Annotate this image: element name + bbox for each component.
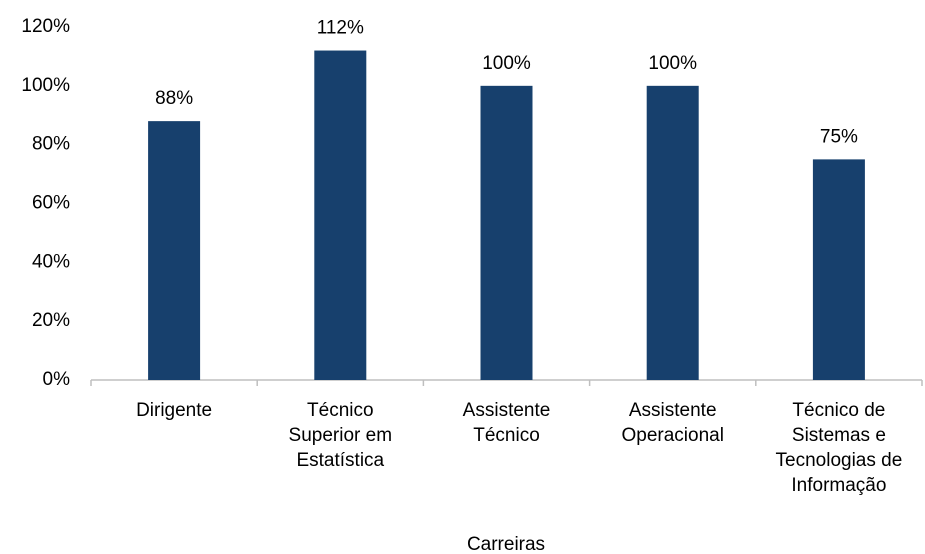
y-tick-label: 20% [32, 310, 70, 331]
bar [480, 85, 533, 380]
data-label: 112% [317, 18, 364, 39]
bar [812, 159, 865, 380]
x-tick-label: Assistente Operacional [621, 400, 723, 446]
data-label: 88% [155, 88, 193, 109]
data-label: 100% [648, 53, 697, 74]
x-axis-label: Carreiras [467, 534, 545, 554]
y-tick-label: 80% [32, 134, 70, 155]
x-tick-label: Técnico de Sistemas e Tecnologias de Inform… [776, 400, 903, 496]
data-label: 100% [482, 53, 531, 74]
y-tick-label: 40% [32, 251, 70, 272]
bar [314, 50, 367, 381]
y-tick-label: 0% [43, 369, 71, 390]
x-tick-label: Técnico Superior em Estatística [289, 400, 393, 471]
y-tick-label: 60% [32, 193, 70, 214]
bar [646, 85, 699, 380]
data-label: 75% [820, 126, 858, 147]
y-tick-label: 100% [21, 75, 70, 96]
x-tick-label: Assistente Técnico [463, 400, 551, 446]
x-tick-label: Dirigente [136, 400, 212, 421]
y-tick-label: 120% [21, 16, 70, 37]
bar [148, 121, 201, 380]
